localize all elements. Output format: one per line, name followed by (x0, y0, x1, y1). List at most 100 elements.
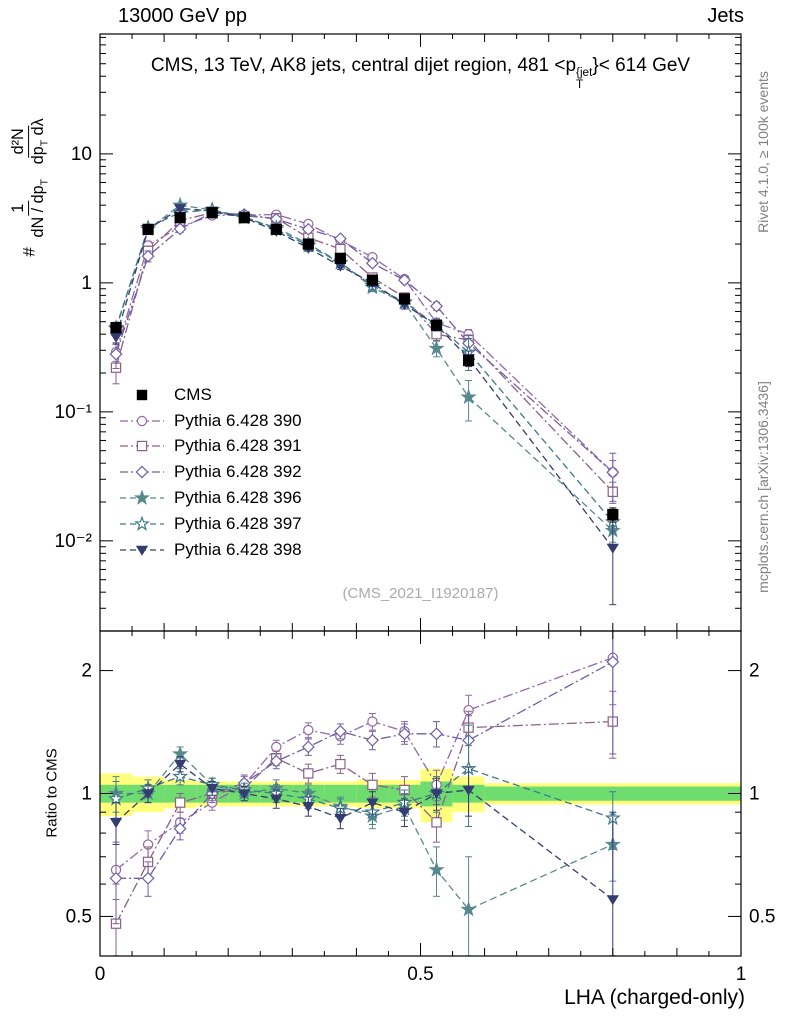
legend-label: Pythia 6.428 392 (174, 462, 302, 482)
legend-item: Pythia 6.428 396 (118, 485, 302, 511)
ratio-series-pythia-6.428-392 (109, 631, 620, 925)
square-marker (335, 243, 346, 255)
ratio-panel-series (107, 631, 621, 956)
diamond-marker (333, 232, 347, 246)
diamond-marker (109, 871, 123, 885)
triangle-down-marker (173, 759, 187, 770)
square-marker (398, 293, 411, 305)
star-marker (107, 790, 125, 806)
diamond-marker (430, 727, 443, 741)
plot-title-sup: {jet (576, 66, 593, 80)
x-axis-title: LHA (charged-only) (564, 986, 745, 1009)
triangle-down-marker (606, 895, 619, 906)
diamond-marker (173, 822, 187, 836)
beam-energy-label: 13000 GeV pp (118, 5, 247, 27)
legend-item: Pythia 6.428 398 (118, 537, 302, 563)
triangle-down-marker (109, 332, 123, 343)
legend-item: Pythia 6.428 397 (118, 511, 302, 537)
main-y-tick-label: 10 (71, 144, 92, 165)
square-marker (431, 817, 442, 828)
square-marker (238, 212, 250, 224)
y-axis-label-prefix: # (19, 247, 39, 257)
triangle-down-marker (141, 789, 155, 800)
square-marker (270, 223, 282, 235)
legend-label: CMS (174, 384, 212, 404)
triangle-down-marker (206, 783, 219, 795)
diamond-marker (141, 249, 155, 263)
y-axis-label: # 1 dN / dpT d²N dpT dλ (9, 113, 51, 257)
plot-title: CMS, 13 TeV, AK8 jets, central dijet reg… (100, 55, 741, 91)
triangle-down-marker (302, 802, 315, 813)
diamond-marker (606, 655, 620, 669)
circle-marker (271, 741, 282, 753)
legend-label: Pythia 6.428 398 (174, 539, 302, 559)
diamond-marker (365, 733, 379, 747)
circle-marker (303, 724, 314, 736)
legend-item: Pythia 6.428 391 (118, 434, 302, 460)
triangle-down-marker (238, 789, 251, 800)
legend-swatch-square (120, 441, 164, 452)
square-marker (335, 758, 346, 770)
star-marker (460, 900, 477, 917)
legend-item: CMS (118, 382, 302, 408)
diamond-marker (398, 727, 411, 741)
y-axis-label-frac1: 1 dN / dpT (9, 179, 50, 238)
ratio-y-tick-label: 2 (81, 661, 92, 682)
triangle-down-marker (109, 818, 123, 829)
legend: CMS Pythia 6.428 390 Pythia 6.428 391 Pythi… (118, 382, 302, 563)
square-marker (607, 508, 619, 521)
square-marker (206, 207, 218, 219)
diamond-marker (269, 754, 283, 768)
triangle-down-marker (430, 789, 443, 800)
diamond-marker (333, 724, 347, 738)
x-tick-label: 0.5 (407, 964, 433, 985)
square-marker (334, 252, 346, 264)
legend-swatch-square (136, 389, 148, 401)
main-y-tick-label: 10⁻² (55, 531, 93, 552)
square-marker (142, 223, 154, 235)
diamond-marker (430, 299, 443, 313)
star-marker (428, 861, 445, 877)
legend-label: Pythia 6.428 396 (174, 488, 302, 508)
diamond-marker (109, 347, 123, 361)
plot-title-sub: T (576, 78, 584, 92)
ratio-y-tick-label-right: 0.5 (749, 906, 775, 927)
axes-and-frames: 10 1 10⁻¹ 10⁻² 2 2 1 1 0.5 0.5 0 0.5 1 (55, 33, 775, 985)
square-marker (462, 354, 475, 367)
triangle-down-marker (173, 204, 187, 215)
ratio-y-axis-label: Ratio to CMS (43, 748, 61, 838)
diamond-marker (173, 222, 187, 236)
legend-label: Pythia 6.428 390 (174, 410, 302, 430)
legend-item: Pythia 6.428 392 (118, 459, 302, 485)
ratio-y-tick-label: 0.5 (66, 906, 92, 927)
square-marker (110, 322, 122, 334)
diamond-marker (301, 740, 315, 754)
circle-marker (136, 415, 148, 426)
legend-swatch-triangle-down (120, 545, 164, 556)
diamond-marker (365, 256, 379, 270)
diamond-marker (301, 222, 315, 236)
plot-title-prefix: CMS, 13 TeV, AK8 jets, central dijet reg… (150, 55, 577, 76)
star-marker (133, 489, 151, 505)
plot-title-suffix: }< 614 GeV (592, 55, 691, 76)
ratio-series-pythia-6.428-396 (107, 745, 621, 956)
diamond-marker (606, 465, 620, 479)
rivet-version-note: Rivet 4.1.0, ≥ 100k events (755, 71, 771, 233)
triangle-down-marker (462, 785, 475, 796)
ratio-y-tick-label-right: 1 (749, 784, 760, 805)
main-series-cms (110, 207, 619, 523)
star-marker (172, 768, 189, 784)
diamond-marker (141, 871, 155, 885)
diamond-marker (135, 465, 149, 479)
legend-swatch-circle (120, 415, 164, 426)
triangle-down-marker (366, 798, 379, 809)
square-marker (303, 768, 314, 779)
star-marker (428, 339, 445, 356)
legend-label: Pythia 6.428 397 (174, 513, 302, 533)
square-marker (136, 441, 148, 452)
main-panel-series (107, 196, 621, 606)
analysis-id-watermark: (CMS_2021_I1920187) (342, 585, 499, 602)
triangle-down-marker (334, 813, 347, 824)
x-tick-label: 0 (95, 964, 106, 985)
